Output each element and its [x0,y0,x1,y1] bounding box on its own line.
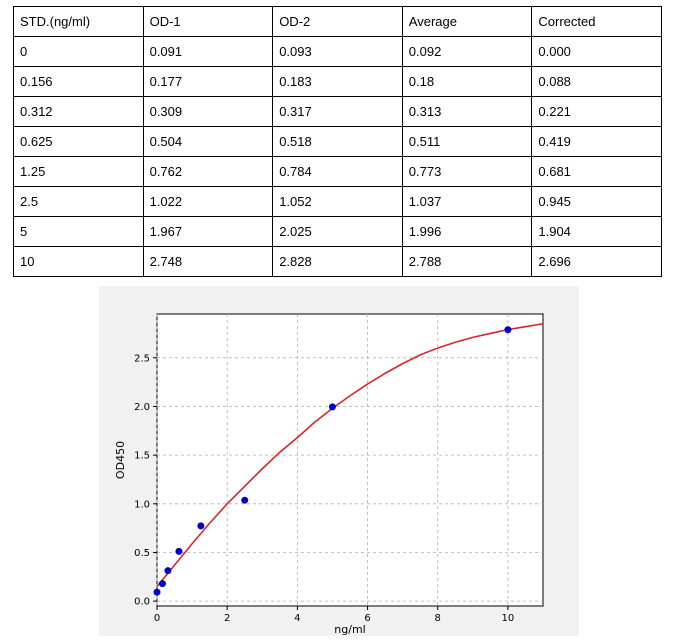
data-point [504,326,512,334]
table-cell: 0.183 [272,66,403,97]
table-cell: 0.177 [142,66,274,97]
table-cell: 0.000 [531,36,662,67]
table-cell: 0.088 [531,66,662,97]
data-point [241,496,249,504]
table-cell: 0.312 [13,96,144,127]
table-cell: 1.037 [401,186,533,217]
table-row: 1.25 0.762 0.784 0.773 0.681 [13,156,662,187]
y-tick-label: 1.5 [134,451,150,462]
table-row: 0.156 0.177 0.183 0.18 0.088 [13,66,662,97]
header-average: Average [401,6,533,37]
table-cell: 0.317 [272,96,403,127]
header-od2: OD-2 [272,6,403,37]
standard-curve-chart: 0 2 4 6 8 10 0.0 0.5 1.0 1.5 2.0 2.5 ng/ml OD450 [99,286,579,636]
table-cell: 0.945 [531,186,662,217]
table-cell: 0.093 [272,36,403,67]
table-cell: 1.022 [142,186,274,217]
x-tick-label: 10 [502,613,515,624]
header-std: STD.(ng/ml) [13,6,144,37]
table-row: 0.312 0.309 0.317 0.313 0.221 [13,96,662,127]
table-cell: 0 [13,36,144,67]
standard-table: STD.(ng/ml) OD-1 OD-2 Average Corrected … [13,6,662,277]
table-cell: 1.052 [272,186,403,217]
table-cell: 2.828 [272,246,403,277]
table-cell: 5 [13,216,144,247]
table-cell: 0.511 [401,126,533,157]
y-axis-label: OD450 [114,441,127,479]
plot-area [156,313,544,607]
table-cell: 1.967 [142,216,274,247]
table-row: 0 0.091 0.093 0.092 0.000 [13,36,662,67]
table-cell: 0.313 [401,96,533,127]
table-cell: 2.748 [142,246,274,277]
table-cell: 0.784 [272,156,403,187]
x-tick-label: 0 [154,613,160,624]
table-cell: 1.996 [401,216,533,247]
table-cell: 0.625 [13,126,144,157]
x-tick-label: 8 [435,613,441,624]
data-point [158,580,166,588]
table-row: 5 1.967 2.025 1.996 1.904 [13,216,662,247]
table-row: 2.5 1.022 1.052 1.037 0.945 [13,186,662,217]
table-cell: 2.5 [13,186,144,217]
header-od1: OD-1 [142,6,274,37]
y-tick-label: 0.0 [134,597,150,608]
table-cell: 0.504 [142,126,274,157]
x-axis-label: ng/ml [334,623,365,636]
table-cell: 0.221 [531,96,662,127]
data-point [328,403,336,411]
x-tick-label: 2 [224,613,230,624]
table-cell: 2.696 [531,246,662,277]
y-tick-label: 2.0 [134,402,150,413]
table-row: 10 2.748 2.828 2.788 2.696 [13,246,662,277]
table-cell: 0.091 [142,36,274,67]
data-point [175,547,183,555]
table-cell: 2.788 [401,246,533,277]
table-cell: 10 [13,246,144,277]
x-tick-label: 4 [294,613,300,624]
table-row: 0.625 0.504 0.518 0.511 0.419 [13,126,662,157]
x-tick-label: 6 [364,613,370,624]
table-cell: 0.309 [142,96,274,127]
chart-svg: 0 2 4 6 8 10 0.0 0.5 1.0 1.5 2.0 2.5 ng/ml OD450 [114,313,544,636]
data-point [164,567,172,575]
y-tick-label: 2.5 [134,353,150,364]
y-tick-label: 1.0 [134,499,150,510]
table-cell: 0.518 [272,126,403,157]
table-cell: 0.156 [13,66,144,97]
y-tick-label: 0.5 [134,548,150,559]
table-header-row: STD.(ng/ml) OD-1 OD-2 Average Corrected [13,6,662,37]
header-corrected: Corrected [531,6,662,37]
data-point [197,522,205,530]
table-cell: 0.092 [401,36,533,67]
data-point [153,588,161,596]
table-cell: 0.419 [531,126,662,157]
fit-curve-line [156,322,544,588]
table-cell: 0.18 [401,66,533,97]
table-cell: 0.762 [142,156,274,187]
table-cell: 2.025 [272,216,403,247]
table-cell: 1.25 [13,156,144,187]
table-cell: 0.773 [401,156,533,187]
table-cell: 0.681 [531,156,662,187]
table-cell: 1.904 [531,216,662,247]
